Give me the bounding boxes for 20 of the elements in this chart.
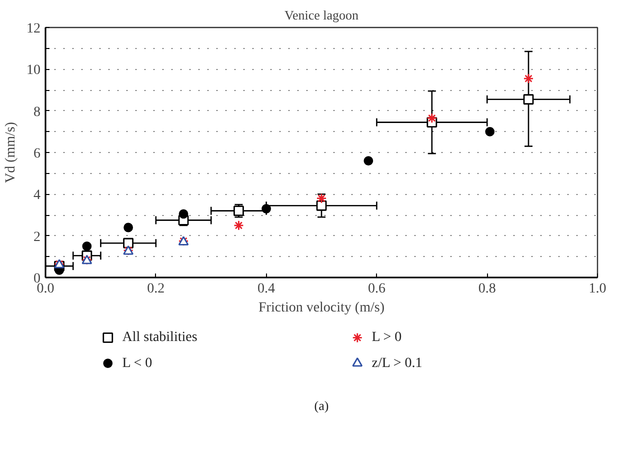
- legend-label: z/L > 0.1: [372, 356, 422, 371]
- x-tick-label: 0.0: [36, 282, 54, 296]
- x-tick-label: 1.0: [588, 282, 606, 296]
- chart-title: Venice lagoon: [284, 8, 359, 22]
- text: (a): [314, 398, 329, 414]
- y-tick-label: 8: [34, 104, 40, 120]
- y-axis-title: Vd (mm/s): [4, 122, 18, 184]
- x-axis-title: Friction velocity (m/s): [258, 300, 385, 316]
- y-tick-label: 2: [34, 230, 40, 245]
- legend-label: L > 0: [372, 330, 402, 346]
- x-tick-label: 0.6: [368, 282, 386, 296]
- y-tick-label: 12: [26, 22, 40, 36]
- legend-label: All stabilities: [122, 330, 198, 346]
- y-tick-label: 10: [26, 63, 40, 78]
- x-tick-label: 0.4: [258, 282, 276, 296]
- x-tick-label: 0.2: [147, 282, 165, 296]
- y-tick-label: 6: [34, 146, 40, 162]
- legend-label: L < 0: [122, 356, 152, 371]
- x-tick-label: 0.8: [478, 282, 496, 296]
- y-tick-label: 4: [34, 188, 40, 204]
